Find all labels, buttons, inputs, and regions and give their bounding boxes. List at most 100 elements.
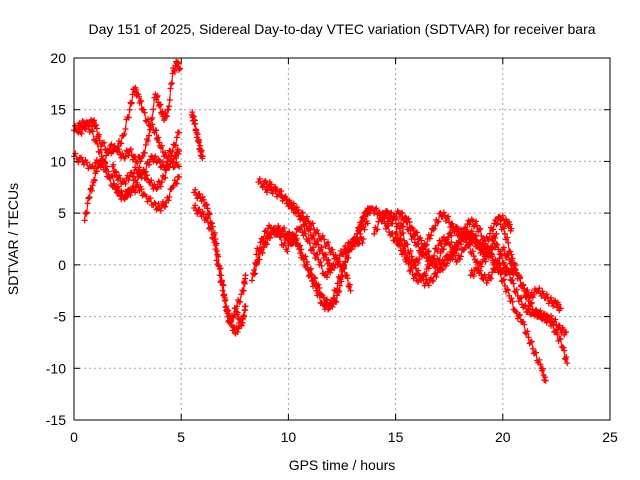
data-point — [129, 156, 136, 163]
data-point — [329, 299, 336, 306]
data-point — [397, 236, 404, 243]
data-point — [162, 174, 169, 181]
data-point — [238, 291, 245, 298]
data-point — [515, 312, 522, 319]
data-point — [340, 251, 347, 258]
data-point — [101, 139, 108, 146]
data-point — [444, 239, 451, 246]
data-point — [404, 241, 411, 248]
data-point — [437, 249, 444, 256]
data-point — [171, 68, 178, 75]
data-point — [162, 149, 169, 156]
data-point — [557, 305, 564, 312]
series-arc-12 — [253, 222, 367, 281]
data-point — [555, 301, 562, 308]
series-line — [193, 202, 247, 324]
data-point — [345, 254, 352, 261]
plot-frame — [73, 57, 611, 421]
data-point — [156, 139, 163, 146]
data-point — [165, 197, 172, 204]
data-point — [117, 175, 124, 182]
data-point — [494, 219, 501, 226]
data-point — [372, 206, 379, 213]
data-point — [93, 122, 100, 129]
data-point — [316, 292, 323, 299]
data-point — [169, 160, 176, 167]
data-point — [564, 360, 571, 367]
data-point — [284, 231, 291, 238]
data-point — [165, 163, 172, 170]
data-point — [509, 277, 516, 284]
data-point — [407, 248, 414, 255]
data-point — [198, 147, 205, 154]
data-point — [509, 260, 516, 267]
data-point — [384, 223, 391, 230]
data-point — [194, 195, 201, 202]
data-point — [553, 329, 560, 336]
data-point — [138, 186, 145, 193]
data-point — [242, 272, 249, 279]
data-point — [173, 134, 180, 141]
data-point — [518, 294, 525, 301]
data-point — [415, 267, 422, 274]
data-point — [344, 272, 351, 279]
data-point — [306, 272, 313, 279]
data-point — [168, 80, 175, 87]
data-point — [176, 148, 183, 155]
data-point — [329, 246, 336, 253]
data-point — [419, 252, 426, 259]
data-point — [135, 91, 142, 98]
data-point — [528, 299, 535, 306]
data-point — [520, 282, 527, 289]
data-point — [176, 173, 183, 180]
data-point — [72, 150, 79, 157]
data-point — [481, 236, 488, 243]
data-point — [88, 187, 95, 194]
data-point — [159, 159, 166, 166]
data-point — [460, 229, 467, 236]
data-point — [281, 240, 288, 247]
data-point — [440, 246, 447, 253]
data-point — [554, 326, 561, 333]
data-point — [194, 210, 201, 217]
data-point — [408, 224, 415, 231]
data-point — [315, 289, 322, 296]
data-point — [283, 196, 290, 203]
data-point — [436, 237, 443, 244]
data-point — [378, 216, 385, 223]
grid-lines — [74, 58, 610, 420]
data-point — [208, 225, 215, 232]
data-point — [485, 254, 492, 261]
data-point — [410, 263, 417, 270]
data-point — [144, 137, 151, 144]
y-axis-title: SDTVAR / TECUs — [5, 183, 21, 295]
x-tick-label: 0 — [70, 429, 78, 445]
data-point — [414, 229, 421, 236]
data-point — [541, 374, 548, 381]
data-point — [112, 186, 119, 193]
data-point — [118, 140, 125, 147]
data-point — [142, 141, 149, 148]
data-point — [116, 146, 123, 153]
data-point — [143, 172, 150, 179]
data-point — [311, 281, 318, 288]
data-point — [445, 213, 452, 220]
data-point — [140, 168, 147, 175]
data-point — [431, 252, 438, 259]
data-point — [125, 176, 132, 183]
data-point — [527, 300, 534, 307]
data-point — [133, 86, 140, 93]
data-point — [173, 180, 180, 187]
data-point — [344, 245, 351, 252]
data-point — [149, 115, 156, 122]
data-point — [155, 156, 162, 163]
data-point — [228, 318, 235, 325]
data-point — [162, 110, 169, 117]
data-point — [484, 277, 491, 284]
data-point — [529, 345, 536, 352]
data-point — [155, 200, 162, 207]
data-point — [192, 202, 199, 209]
data-point — [550, 321, 557, 328]
data-point — [96, 137, 103, 144]
data-point — [268, 181, 275, 188]
